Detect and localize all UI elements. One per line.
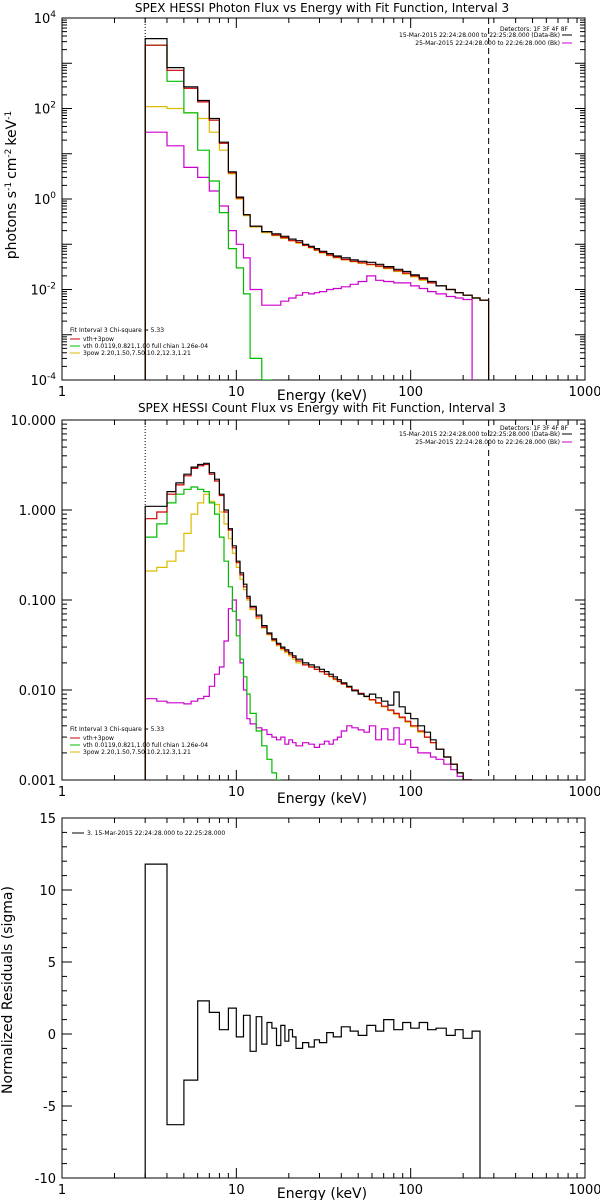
x-tick-label: 1	[58, 385, 66, 400]
panel1-legend-top-2: 25-Mar-2015 22:24:28.000 to 22:26:28.000…	[415, 40, 560, 47]
panel1-series	[144, 38, 490, 380]
series-3pow	[144, 106, 490, 380]
y-tick-label: 10-4	[30, 372, 56, 389]
panel2-legend-top-2: 25-Mar-2015 22:24:28.000 to 22:26:28.000…	[415, 439, 560, 446]
y-tick-exponent: -2	[47, 282, 56, 292]
y-tick-label: 10	[39, 884, 56, 899]
panel3-frame	[61, 817, 586, 1179]
panel1-ylabel: photons s-1cm-2keV-1	[4, 111, 20, 259]
panel2-xlabel: Energy (keV)	[277, 791, 367, 807]
y-tick-base: 10	[30, 284, 47, 299]
y-tick-exponent: -4	[47, 372, 56, 382]
y-tick-label: -10	[35, 1172, 56, 1187]
y-tick-base: 10	[34, 103, 51, 118]
y-tick-label: 1.000	[19, 504, 56, 519]
series-bk	[144, 131, 473, 380]
x-tick-label: 1000	[568, 785, 600, 800]
panel1-ylabel-sup2: -2	[4, 149, 14, 158]
x-tick-label: 100	[398, 385, 423, 400]
series-bk	[144, 599, 473, 780]
panel3-xlabel: Energy (keV)	[277, 1186, 367, 1200]
series-3pow	[144, 493, 473, 780]
panel1-xlabel: Energy (keV)	[277, 388, 367, 404]
y-tick-label: 104	[34, 10, 57, 27]
photon-flux-panel: SPEX HESSI Photon Flux vs Energy with Fi…	[4, 1, 572, 404]
y-tick-label: 0.001	[19, 774, 56, 789]
y-tick-exponent: 0	[50, 191, 56, 201]
series-data-bk	[144, 462, 473, 780]
panel1-ylabel-cm: cm	[4, 158, 20, 179]
y-tick-label: 5	[48, 956, 56, 971]
panel1-title: SPEX HESSI Photon Flux vs Energy with Fi…	[135, 1, 509, 15]
y-tick-base: 10	[30, 374, 47, 389]
x-tick-label: 10	[228, 1183, 245, 1198]
panel3-ylabel: Normalized Residuals (sigma)	[0, 886, 16, 1094]
panel2-legend-top-1: 15-Mar-2015 22:24:28.000 to 22:25:28.000…	[399, 431, 560, 438]
x-tick-label: 1	[58, 785, 66, 800]
x-tick-label: 10	[228, 385, 245, 400]
y-tick-label: 0.100	[19, 594, 56, 609]
y-tick-label: 0	[48, 1028, 56, 1043]
y-tick-label: 10.000	[11, 414, 57, 429]
x-tick-label: 100	[398, 785, 423, 800]
panel2-plot: 1 10 100 1000 0.001 0.010 0.100 1.000 10.000	[11, 414, 600, 800]
panel3-series	[144, 863, 481, 1178]
panel2-legend-bottom-0: Fit Interval 3 Chi-square = 5.33	[70, 726, 164, 733]
panel2-title: SPEX HESSI Count Flux vs Energy with Fit…	[138, 401, 506, 415]
y-tick-base: 10	[34, 12, 51, 27]
panel1-legend-top-1: 15-Mar-2015 22:24:28.000 to 22:25:28.000…	[399, 32, 560, 39]
panel3-legend-top-0: 3. 15-Mar-2015 22:24:28.000 to 22:25:28.…	[87, 830, 225, 837]
x-tick-label: 10	[228, 785, 245, 800]
x-tick-label: 1	[58, 1183, 66, 1198]
series-vth	[144, 486, 281, 780]
y-tick-label: 0.010	[19, 684, 56, 699]
series-3-15-mar-2015-22-24-28-000-to-22-25-28-000	[144, 863, 481, 1178]
panel2-legend-top-0: Detectors: 1F 3F 4F 8F	[500, 425, 569, 432]
panel1-legend-bottom-3: 3pow 2.20,1.50,7.50,10.2,12.3,1.21	[83, 350, 191, 357]
panel1-legend-bottom-1: vth+3pow	[83, 336, 114, 343]
panel1-ylabel-kev: keV	[4, 119, 20, 145]
panel2-legend-bottom-3: 3pow 2.20,1.50,7.50,10.2,12.3,1.21	[83, 749, 191, 756]
series-vth-3pow	[144, 44, 490, 380]
series-vth	[144, 44, 272, 380]
y-tick-exponent: 4	[50, 10, 56, 20]
y-tick-label: 100	[34, 191, 57, 208]
y-tick-label: -5	[43, 1100, 56, 1115]
series-data-bk	[144, 38, 490, 380]
panel1-frame	[61, 17, 586, 381]
y-tick-label: 10-2	[30, 282, 56, 299]
panel3-plot: 1 10 100 1000 -10 -5 0 5 10 15	[35, 812, 600, 1198]
y-tick-label: 15	[39, 812, 56, 827]
residuals-panel: Energy (keV) Normalized Residuals (sigma…	[0, 830, 367, 1200]
y-tick-label: 102	[34, 101, 56, 118]
panel2-series	[144, 462, 473, 780]
y-tick-base: 10	[34, 193, 51, 208]
panel2-legend-bottom-1: vth+3pow	[83, 735, 114, 742]
panel1-legend-bottom-0: Fit Interval 3 Chi-square = 5.33	[70, 327, 164, 334]
panel1-legend-top-0: Detectors: 1F 3F 4F 8F	[500, 26, 569, 33]
x-tick-label: 1000	[568, 1183, 600, 1198]
x-tick-label: 1000	[568, 385, 600, 400]
panel1-ylabel-text: photons s	[4, 191, 20, 259]
panel1-ylabel-sup1: -1	[4, 182, 14, 191]
panel1-ylabel-sup3: -1	[4, 111, 14, 120]
x-tick-label: 100	[398, 1183, 423, 1198]
y-tick-exponent: 2	[50, 101, 56, 111]
